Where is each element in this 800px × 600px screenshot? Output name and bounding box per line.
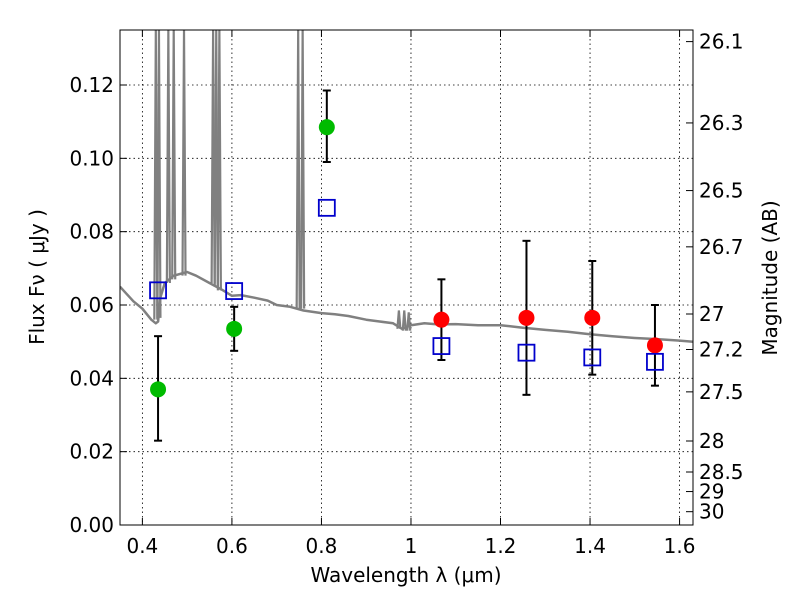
- nir-data-point: [518, 309, 535, 326]
- y-tick-label: 0.12: [69, 73, 114, 97]
- optical-data-point: [226, 320, 243, 337]
- y2-tick-label: 27.5: [699, 380, 744, 404]
- x-axis-title: Wavelength λ (μm): [310, 563, 501, 587]
- y2-tick-label: 29: [699, 480, 724, 504]
- nir-data-point: [646, 337, 663, 354]
- x-tick-label: 1.4: [574, 534, 606, 558]
- y-tick-label: 0.06: [69, 293, 114, 317]
- y2-tick-label: 27.2: [699, 337, 744, 361]
- emission-line-spike: [401, 310, 407, 331]
- emission-line-spike: [300, 30, 306, 309]
- y-tick-label: 0.04: [69, 366, 114, 390]
- y2-tick-label: 26.3: [699, 111, 744, 135]
- y2-tick-label: 26.1: [699, 30, 744, 54]
- x-tick-label: 1.6: [664, 534, 696, 558]
- plot-frame: [119, 29, 694, 526]
- y-tick-label: 0.00: [69, 513, 114, 537]
- grid-layer: [120, 30, 693, 526]
- emission-line-spike: [181, 30, 187, 276]
- x-tick-label: 0.6: [216, 534, 248, 558]
- emission-line-spike: [216, 30, 222, 291]
- y2-tick-label: 26.5: [699, 179, 744, 203]
- y2-tick-label: 27: [699, 302, 724, 326]
- plot-area: [120, 30, 693, 442]
- optical-data-point: [318, 119, 335, 136]
- y2-axis-title: Magnitude (AB): [758, 200, 782, 355]
- y-tick-label: 0.02: [69, 440, 114, 464]
- x-tick-label: 1.2: [485, 534, 517, 558]
- model-photometry-square: [517, 343, 536, 362]
- y-tick-label: 0.10: [69, 146, 114, 170]
- x-tick-label: 0.4: [126, 534, 158, 558]
- y-axis-title: Flux Fν ( μJy ): [25, 209, 49, 345]
- optical-data-point: [150, 381, 167, 398]
- emission-line-spike: [396, 310, 402, 329]
- y2-tick-label: 28.5: [699, 460, 744, 484]
- emission-line-spike: [406, 312, 412, 331]
- y2-tick-label: 30: [699, 500, 724, 524]
- x-tick-label: 1: [405, 534, 418, 558]
- y-tick-label: 0.08: [69, 220, 114, 244]
- emission-line-spike: [210, 30, 216, 284]
- emission-line-spike: [213, 30, 219, 287]
- model-photometry-square: [225, 282, 244, 300]
- model-spectrum-line: [120, 270, 693, 343]
- emission-line-spike: [295, 30, 301, 309]
- nir-data-point: [433, 311, 450, 328]
- emission-line-spike: [165, 30, 171, 284]
- emission-line-spike: [156, 30, 162, 318]
- model-photometry-square: [583, 348, 602, 367]
- y2-tick-label: 26.7: [699, 235, 744, 259]
- emission-line-spike: [153, 30, 159, 320]
- model-photometry-square: [317, 198, 336, 217]
- model-photometry-square: [432, 337, 451, 355]
- nir-data-point: [584, 309, 601, 326]
- y2-tick-label: 28: [699, 429, 724, 453]
- model-photometry-square: [149, 281, 167, 300]
- x-tick-label: 0.8: [306, 534, 338, 558]
- emission-line-spike: [171, 30, 177, 280]
- x-axis: 0.4 0.6 0.8 1 1.2 1.4 1.6: [126, 30, 695, 558]
- y-axis-left: 0.00 0.02 0.04 0.06 0.08 0.10 0.12: [69, 73, 127, 537]
- model-photometry-square: [646, 352, 664, 371]
